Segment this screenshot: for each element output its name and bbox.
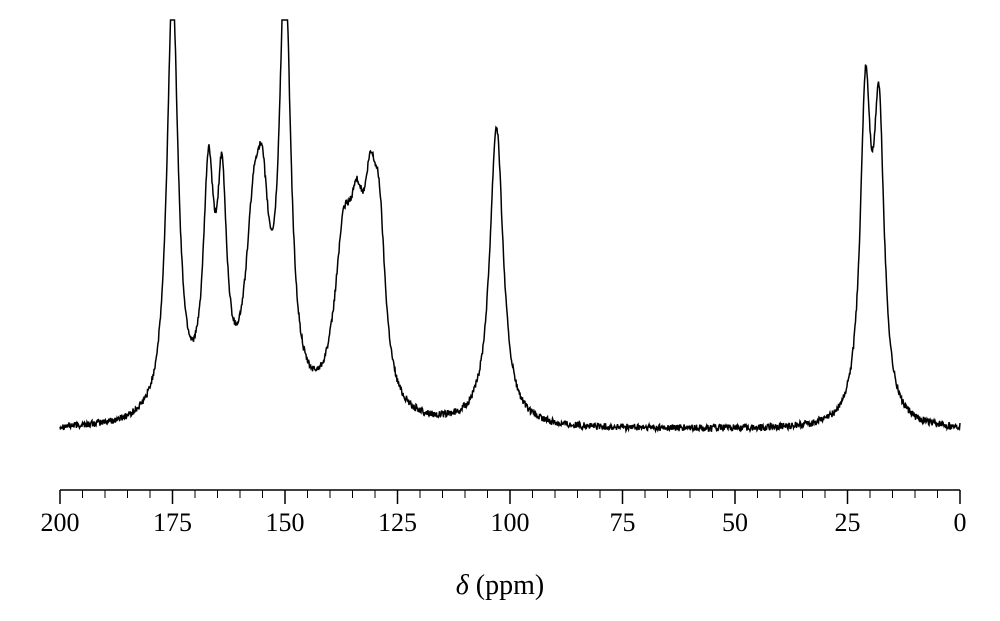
x-tick-label: 100 <box>470 508 550 538</box>
x-axis-label-units: (ppm) <box>469 570 544 601</box>
x-tick-label: 0 <box>920 508 1000 538</box>
x-tick-label: 125 <box>358 508 438 538</box>
x-tick-label: 25 <box>808 508 888 538</box>
x-tick-label: 150 <box>245 508 325 538</box>
nmr-spectrum-chart: δ (ppm) 200 175 150 125 100 75 50 25 0 <box>0 0 1000 621</box>
x-tick-label: 175 <box>133 508 213 538</box>
x-axis-label-symbol: δ <box>456 570 469 601</box>
x-tick-label: 50 <box>695 508 775 538</box>
x-axis-label: δ (ppm) <box>0 570 1000 602</box>
x-tick-label: 75 <box>583 508 663 538</box>
x-tick-label: 200 <box>20 508 100 538</box>
